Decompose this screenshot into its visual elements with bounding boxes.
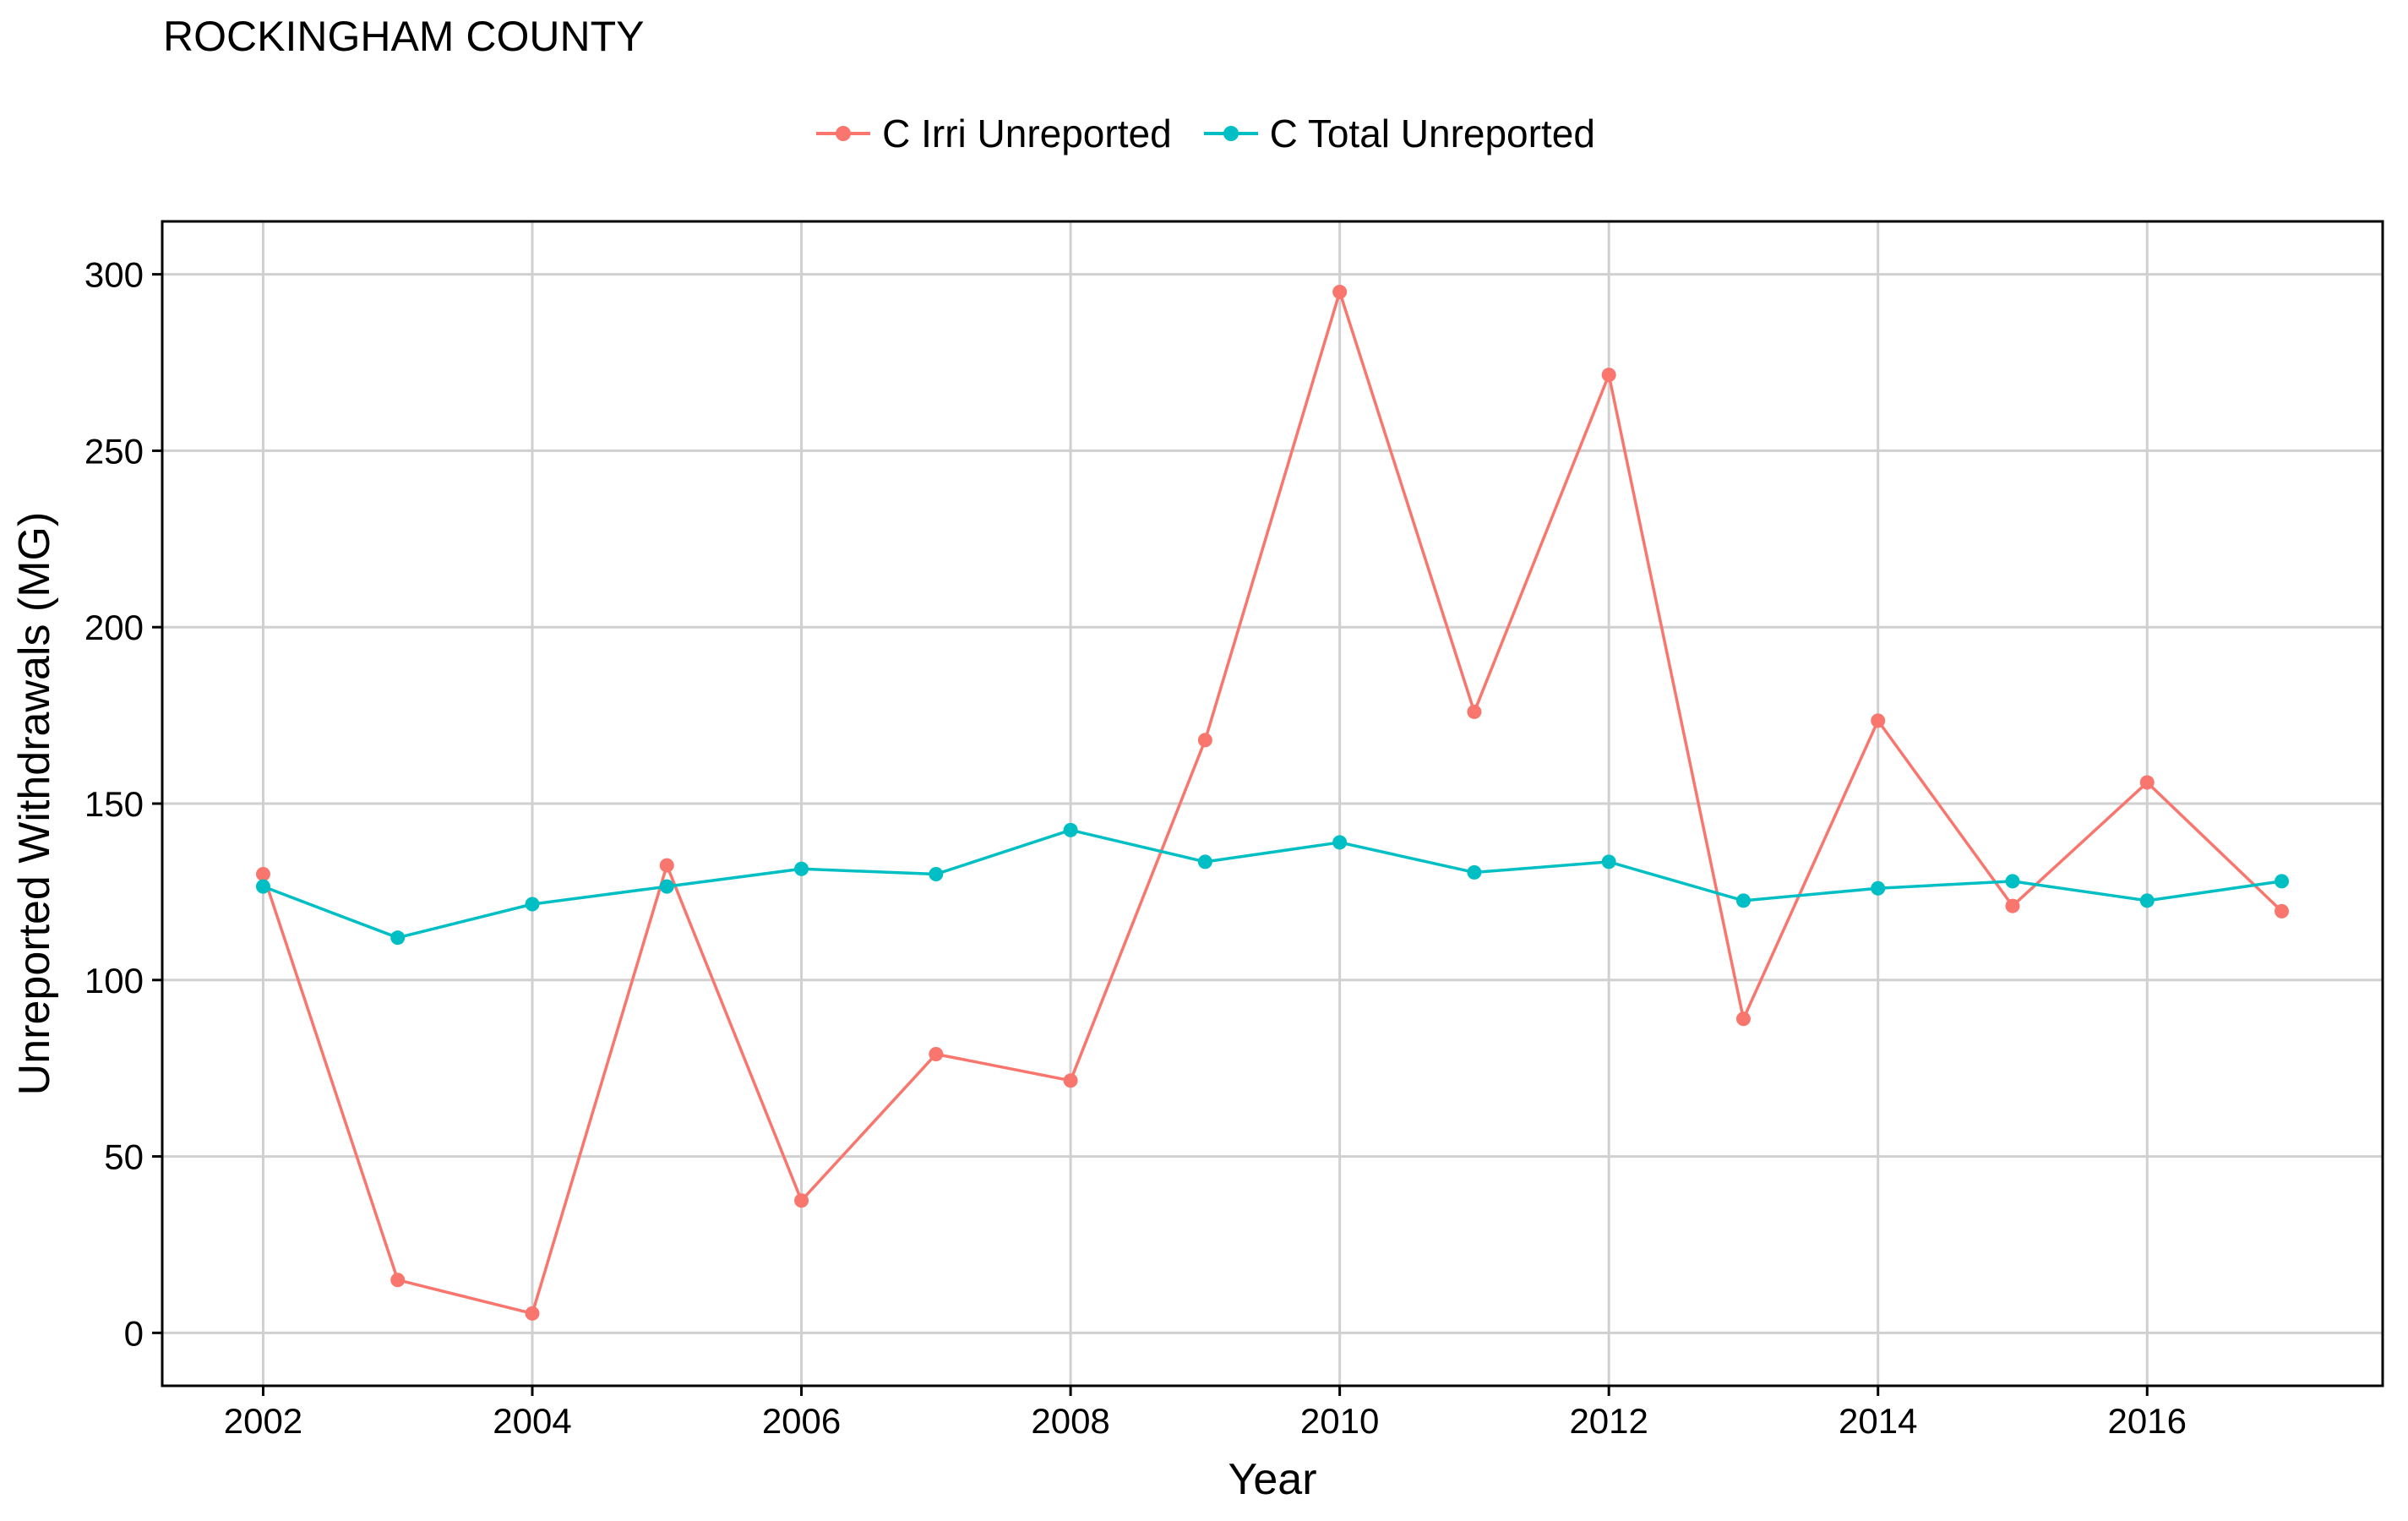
data-point-0: [794, 1193, 809, 1208]
legend-key-total: [1203, 126, 1258, 141]
data-point-1: [1197, 854, 1212, 870]
data-series: [255, 285, 2290, 1321]
data-point-0: [2005, 898, 2020, 913]
chart-title: ROCKINGHAM COUNTY: [163, 13, 645, 60]
data-point-0: [929, 1046, 944, 1061]
data-point-1: [255, 879, 270, 894]
series-line-1: [262, 828, 2282, 940]
x-tick-label: 2016: [2108, 1401, 2187, 1441]
legend-item-irri: C Irri Unreported: [813, 108, 1172, 159]
data-point-0: [1063, 1073, 1078, 1088]
x-tick-label: 2006: [762, 1401, 841, 1441]
y-tick-label: 100: [84, 961, 144, 1000]
x-tick-label: 2008: [1031, 1401, 1109, 1441]
data-point-0: [1332, 285, 1348, 300]
data-point-1: [1332, 835, 1348, 850]
data-point-0: [1197, 733, 1212, 748]
data-point-1: [390, 930, 406, 946]
y-tick-label: 300: [84, 255, 144, 295]
data-point-1: [2139, 893, 2155, 908]
data-point-0: [1467, 704, 1482, 719]
y-tick-label: 0: [124, 1313, 144, 1353]
data-point-1: [1601, 854, 1616, 870]
data-point-0: [2139, 775, 2155, 790]
data-point-0: [659, 858, 674, 873]
data-point-1: [1467, 864, 1482, 880]
data-point-0: [390, 1273, 406, 1288]
legend-label-total: C Total Unreported: [1269, 112, 1595, 155]
data-point-1: [2275, 874, 2290, 889]
axes: 2002 2004 2006 2008 2010 2012 2014 2016 0 50 100 15…: [84, 255, 2187, 1441]
legend-key-irri: [816, 126, 871, 141]
y-axis-title: Unreported Withdrawals (MG): [10, 512, 59, 1096]
data-point-1: [2005, 874, 2020, 889]
x-tick-label: 2004: [493, 1401, 571, 1441]
data-point-1: [794, 861, 809, 876]
data-point-0: [1601, 368, 1616, 383]
data-point-1: [659, 879, 674, 894]
data-point-0: [1871, 713, 1886, 728]
data-point-0: [255, 867, 270, 882]
y-tick-label: 250: [84, 431, 144, 471]
data-point-0: [2275, 903, 2290, 919]
grid-lines: [162, 221, 2383, 1386]
data-point-1: [929, 867, 944, 882]
legend-item-total: C Total Unreported: [1201, 108, 1595, 159]
y-tick-label: 200: [84, 608, 144, 647]
legend: C Irri Unreported C Total Unreported: [0, 108, 2408, 159]
data-point-1: [525, 897, 540, 912]
data-point-1: [1871, 880, 1886, 896]
x-tick-label: 2014: [1839, 1401, 1917, 1441]
y-tick-label: 50: [104, 1137, 144, 1177]
x-axis-title: Year: [1228, 1455, 1316, 1504]
x-tick-label: 2002: [224, 1401, 302, 1441]
legend-label-irri: C Irri Unreported: [882, 112, 1172, 155]
data-point-0: [1735, 1011, 1751, 1027]
data-point-0: [525, 1306, 540, 1321]
series-line-0: [261, 290, 2283, 1316]
x-tick-label: 2010: [1300, 1401, 1379, 1441]
data-point-1: [1735, 893, 1751, 908]
x-tick-label: 2012: [1569, 1401, 1648, 1441]
data-point-1: [1063, 822, 1078, 837]
y-tick-label: 150: [84, 784, 144, 824]
